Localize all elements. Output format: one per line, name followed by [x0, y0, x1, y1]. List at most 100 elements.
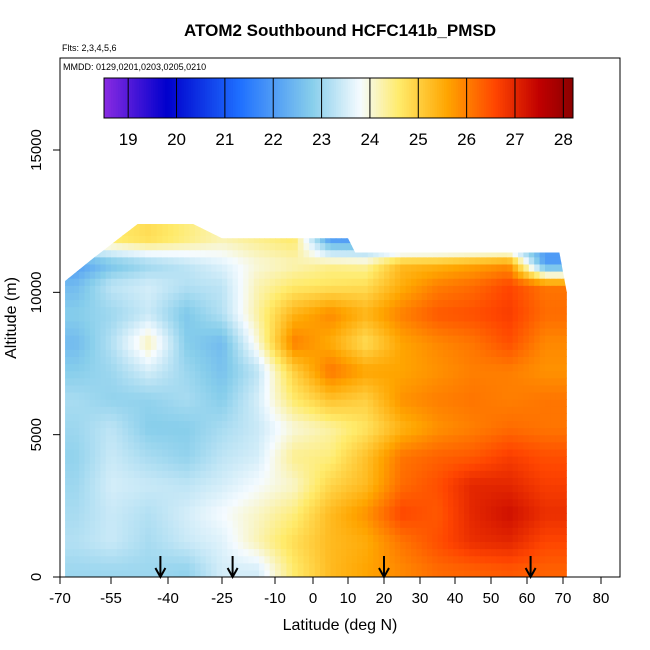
- heatmap-cell: [89, 441, 96, 450]
- heatmap-cell: [150, 391, 158, 400]
- heatmap-cell: [501, 370, 508, 379]
- colorbar-segment: [490, 78, 494, 118]
- heatmap-cell: [474, 306, 481, 315]
- heatmap-cell: [442, 285, 449, 293]
- heatmap-cell: [128, 434, 135, 443]
- heatmap-cell: [95, 399, 101, 407]
- heatmap-cell: [362, 448, 369, 457]
- heatmap-cell: [545, 224, 551, 229]
- heatmap-cell: [357, 441, 363, 450]
- heatmap-cell: [205, 292, 212, 301]
- heatmap-cell: [442, 491, 449, 500]
- heatmap-cell: [200, 335, 207, 343]
- heatmap-cell: [545, 327, 551, 336]
- heatmap-cell: [491, 306, 497, 315]
- heatmap-cell: [100, 413, 107, 422]
- heatmap-cell: [275, 448, 282, 457]
- heatmap-cell: [335, 484, 342, 493]
- heatmap-cell: [84, 427, 91, 436]
- heatmap-cell: [232, 320, 239, 329]
- heatmap-cell: [173, 384, 180, 393]
- heatmap-cell: [405, 391, 412, 400]
- heatmap-cell: [145, 278, 152, 286]
- heatmap-cell: [84, 548, 91, 557]
- heatmap-cell: [168, 278, 174, 286]
- heatmap-cell: [275, 434, 282, 443]
- heatmap-cell: [150, 335, 158, 343]
- heatmap-cell: [528, 512, 535, 521]
- heatmap-cell: [303, 249, 310, 258]
- heatmap-cell: [480, 370, 487, 379]
- heatmap-cell: [116, 463, 123, 471]
- heatmap-cell: [139, 541, 146, 550]
- heatmap-cell: [156, 441, 163, 450]
- heatmap-cell: [139, 235, 146, 244]
- heatmap-cell: [100, 370, 107, 379]
- heatmap-cell: [150, 498, 158, 507]
- colorbar-segment: [394, 78, 398, 118]
- heatmap-cell: [259, 320, 265, 329]
- heatmap-cell: [232, 548, 239, 557]
- heatmap-cell: [539, 363, 546, 372]
- heatmap-cell: [232, 562, 239, 571]
- heatmap-cell: [95, 569, 101, 577]
- heatmap-cell: [453, 228, 460, 236]
- heatmap-cell: [566, 306, 567, 315]
- heatmap-cell: [237, 413, 244, 422]
- heatmap-cell: [528, 527, 535, 535]
- heatmap-cell: [341, 285, 347, 293]
- heatmap-cell: [200, 541, 207, 550]
- colorbar-segment: [488, 78, 492, 118]
- heatmap-cell: [216, 541, 223, 550]
- heatmap-cell: [373, 224, 380, 229]
- heatmap-cell: [427, 470, 433, 478]
- heatmap-cell: [178, 534, 185, 543]
- heatmap-cell: [248, 342, 255, 350]
- heatmap-cell: [259, 512, 265, 521]
- heatmap-cell: [259, 420, 265, 429]
- heatmap-cell: [116, 356, 123, 365]
- heatmap-cell: [232, 399, 239, 407]
- heatmap-cell: [89, 406, 96, 414]
- heatmap-cell: [259, 555, 265, 564]
- heatmap-cell: [341, 327, 347, 336]
- heatmap-cell: [507, 263, 514, 272]
- heatmap-cell: [248, 534, 255, 543]
- heatmap-cell: [566, 299, 567, 308]
- heatmap-cell: [259, 335, 265, 343]
- heatmap-cell: [512, 498, 519, 507]
- heatmap-cell: [65, 477, 70, 486]
- heatmap-cell: [178, 420, 185, 429]
- heatmap-cell: [84, 327, 91, 336]
- heatmap-cell: [518, 406, 524, 414]
- heatmap-cell: [243, 278, 250, 286]
- heatmap-cell: [507, 569, 514, 577]
- heatmap-cell: [357, 505, 363, 514]
- heatmap-cell: [68, 292, 75, 301]
- heatmap-cell: [248, 335, 255, 343]
- heatmap-cell: [253, 512, 260, 521]
- colorbar-segment: [207, 78, 211, 118]
- colorbar-segment: [249, 78, 253, 118]
- heatmap-cell: [237, 263, 244, 272]
- heatmap-cell: [469, 356, 476, 365]
- heatmap-cell: [491, 456, 497, 464]
- heatmap-cell: [458, 512, 465, 521]
- heatmap-cell: [259, 527, 265, 535]
- heatmap-cell: [357, 228, 363, 236]
- heatmap-cell: [378, 242, 385, 251]
- heatmap-cell: [178, 299, 185, 308]
- heatmap-cell: [243, 456, 250, 464]
- heatmap-cell: [561, 356, 567, 365]
- heatmap-cell: [280, 384, 287, 393]
- heatmap-cell: [325, 391, 332, 400]
- heatmap-cell: [351, 306, 358, 315]
- heatmap-cell: [442, 562, 449, 571]
- heatmap-cell: [292, 327, 299, 336]
- heatmap-cell: [280, 541, 287, 550]
- heatmap-cell: [232, 448, 239, 457]
- heatmap-cell: [566, 399, 567, 407]
- heatmap-cell: [253, 491, 260, 500]
- heatmap-cell: [550, 224, 557, 229]
- heatmap-cell: [162, 562, 169, 571]
